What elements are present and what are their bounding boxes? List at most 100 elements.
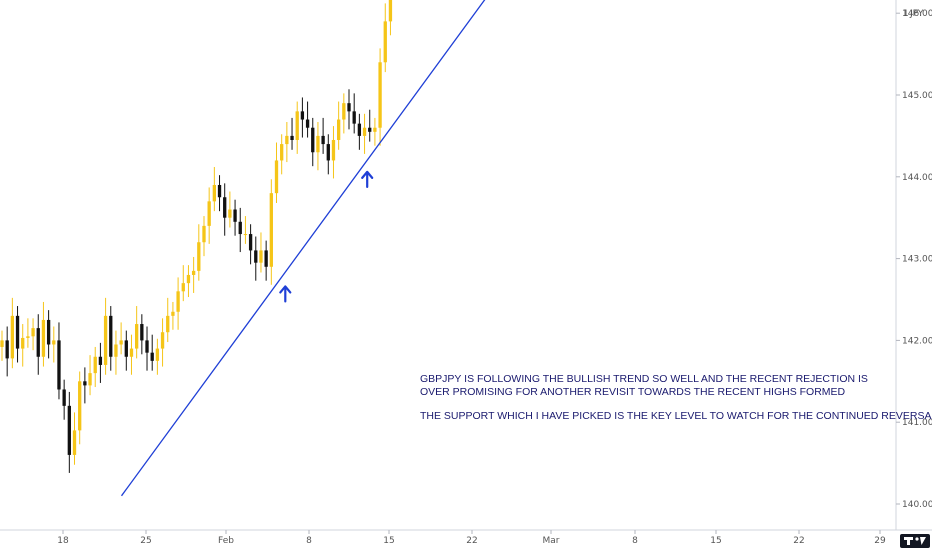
- candle-body: [114, 344, 118, 357]
- price-tick-label: 142.000: [902, 336, 932, 346]
- candlesticks: [0, 0, 393, 473]
- candle-body: [171, 311, 175, 316]
- candle-body: [191, 270, 196, 275]
- candle-body: [0, 340, 4, 347]
- candle-body: [248, 234, 253, 251]
- time-tick-label: 29: [874, 536, 886, 546]
- price-tick-label: 140.000: [902, 500, 932, 510]
- candle-body: [217, 184, 222, 198]
- candle-body: [155, 348, 160, 361]
- candle-body: [326, 144, 330, 161]
- candle-body: [233, 209, 237, 222]
- time-tick-label: 22: [466, 536, 477, 546]
- time-tick-label: 22: [793, 536, 804, 546]
- candle-body: [160, 332, 165, 349]
- candle-body: [378, 62, 382, 128]
- time-axis[interactable]: 18 25 Feb 8 15 22 Mar 8 15 22 29: [57, 530, 886, 546]
- annotation-line-3: THE SUPPORT WHICH I HAVE PICKED IS THE K…: [420, 410, 932, 422]
- candle-body: [98, 356, 103, 365]
- candle-body: [36, 328, 40, 357]
- candle-body: [67, 405, 71, 455]
- candle-body: [52, 340, 56, 345]
- up-arrow-icon: [279, 285, 292, 303]
- candle-body: [15, 315, 20, 349]
- plot-area[interactable]: [0, 0, 896, 530]
- candle-body: [321, 135, 325, 145]
- candle-body: [109, 315, 113, 357]
- price-tick-label: 146.000: [902, 9, 932, 19]
- annotation-line-2: OVER PROMISING FOR ANOTHER REVISIT TOWAR…: [420, 386, 846, 398]
- candle-body: [5, 340, 9, 359]
- candle-body: [166, 315, 170, 333]
- candle-body: [197, 242, 201, 271]
- candle-body: [352, 111, 356, 124]
- time-tick-label: 8: [306, 536, 312, 546]
- trendline-group[interactable]: [120, 0, 625, 497]
- candle-body: [103, 315, 108, 365]
- candle-body: [336, 119, 341, 140]
- time-tick-label: Feb: [218, 536, 234, 546]
- candle-body: [212, 184, 217, 202]
- price-axis[interactable]: 151.000150.000149.000148.000147.000146.0…: [896, 0, 932, 510]
- candle-body: [181, 283, 185, 292]
- candle-body: [207, 201, 211, 226]
- candle-body: [129, 348, 134, 357]
- candle-body: [57, 340, 61, 390]
- candle-body: [186, 274, 191, 284]
- time-tick-label: 15: [710, 536, 721, 546]
- candle-body: [274, 160, 279, 194]
- trendline[interactable]: [120, 0, 625, 497]
- candle-body: [368, 127, 372, 132]
- candle-body: [238, 221, 242, 235]
- candle-body: [119, 340, 123, 345]
- price-tick-label: 141.000: [902, 418, 932, 428]
- time-tick-label: 8: [632, 536, 638, 546]
- candle-body: [93, 356, 97, 374]
- candle-body: [21, 337, 25, 349]
- candle-body: [373, 127, 377, 132]
- candle-body: [311, 127, 315, 153]
- candle-body: [347, 103, 351, 112]
- candle-body: [202, 225, 206, 243]
- price-tick-label: 145.000: [902, 91, 932, 101]
- candle-body: [280, 144, 284, 161]
- candle-body: [383, 21, 387, 63]
- price-axis-top-label: 1: [903, 9, 909, 19]
- up-arrow-icon: [361, 170, 374, 188]
- time-tick-label: 18: [57, 536, 69, 546]
- candle-body: [223, 197, 227, 218]
- candle-body: [78, 381, 82, 431]
- time-tick-label: 25: [140, 536, 151, 546]
- candle-body: [388, 0, 393, 22]
- tradingview-logo-icon: [900, 534, 930, 548]
- candle-body: [10, 315, 15, 359]
- currency-label: JPY: [909, 9, 924, 19]
- candle-body: [83, 381, 87, 386]
- candle-body: [290, 135, 294, 140]
- candle-body: [331, 139, 336, 161]
- price-tick-label: 144.000: [902, 173, 932, 183]
- time-tick-label: 15: [383, 536, 394, 546]
- candle-body: [295, 111, 299, 140]
- candle-body: [269, 193, 273, 267]
- time-tick-label: Mar: [543, 536, 560, 546]
- candle-body: [124, 340, 128, 357]
- candle-body: [342, 103, 346, 120]
- annotation-line-1: GBPJPY IS FOLLOWING THE BULLISH TREND SO…: [420, 373, 868, 385]
- candle-body: [62, 389, 66, 406]
- candle-body: [88, 373, 92, 386]
- candle-body: [243, 234, 248, 236]
- candle-body: [228, 209, 232, 218]
- candle-body: [176, 291, 180, 312]
- candle-body: [305, 119, 310, 128]
- candle-body: [145, 340, 149, 353]
- candle-body: [26, 336, 30, 338]
- arrows-group: [279, 170, 374, 303]
- candle-body: [135, 324, 139, 349]
- candle-body: [72, 430, 77, 455]
- candle-body: [357, 123, 362, 136]
- candle-body: [285, 135, 289, 145]
- candle-body: [31, 328, 35, 337]
- candle-body: [316, 135, 320, 153]
